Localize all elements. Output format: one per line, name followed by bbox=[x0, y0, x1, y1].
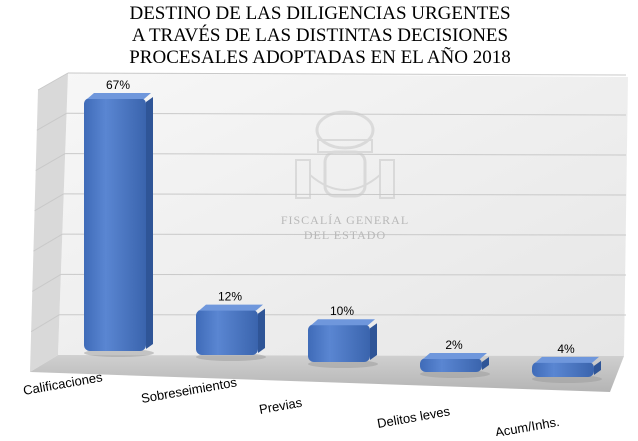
chart-title: DESTINO DE LAS DILIGENCIAS URGENTES A TR… bbox=[129, 3, 511, 68]
category-label: Calificaciones bbox=[22, 369, 104, 398]
data-label: 2% bbox=[445, 338, 463, 352]
watermark-line-2: DEL ESTADO bbox=[304, 228, 386, 242]
chart-title-line-1: DESTINO DE LAS DILIGENCIAS URGENTES bbox=[129, 3, 510, 24]
category-label: Acum/Inhs. bbox=[494, 414, 561, 436]
category-label: Sobreseimientos bbox=[140, 374, 238, 406]
data-label: 10% bbox=[330, 304, 354, 318]
bar-previas bbox=[308, 319, 378, 368]
bar-sobreseimientos bbox=[196, 305, 266, 361]
chart-title-line-3: PROCESALES ADOPTADAS EN EL AÑO 2018 bbox=[129, 46, 511, 68]
chart-title-line-2: A TRAVÉS DE LAS DISTINTAS DECISIONES bbox=[132, 24, 508, 46]
category-label: Previas bbox=[258, 395, 304, 417]
data-label: 12% bbox=[218, 290, 242, 304]
category-label: Delitos leves bbox=[376, 403, 452, 431]
bar-calificaciones bbox=[84, 93, 154, 357]
data-label: 67% bbox=[106, 78, 130, 92]
data-label: 4% bbox=[557, 342, 575, 356]
bar-delitos-leves bbox=[420, 353, 490, 378]
bar-acum-inhs- bbox=[532, 357, 602, 383]
watermark-line-1: FISCALÍA GENERAL bbox=[281, 213, 409, 227]
